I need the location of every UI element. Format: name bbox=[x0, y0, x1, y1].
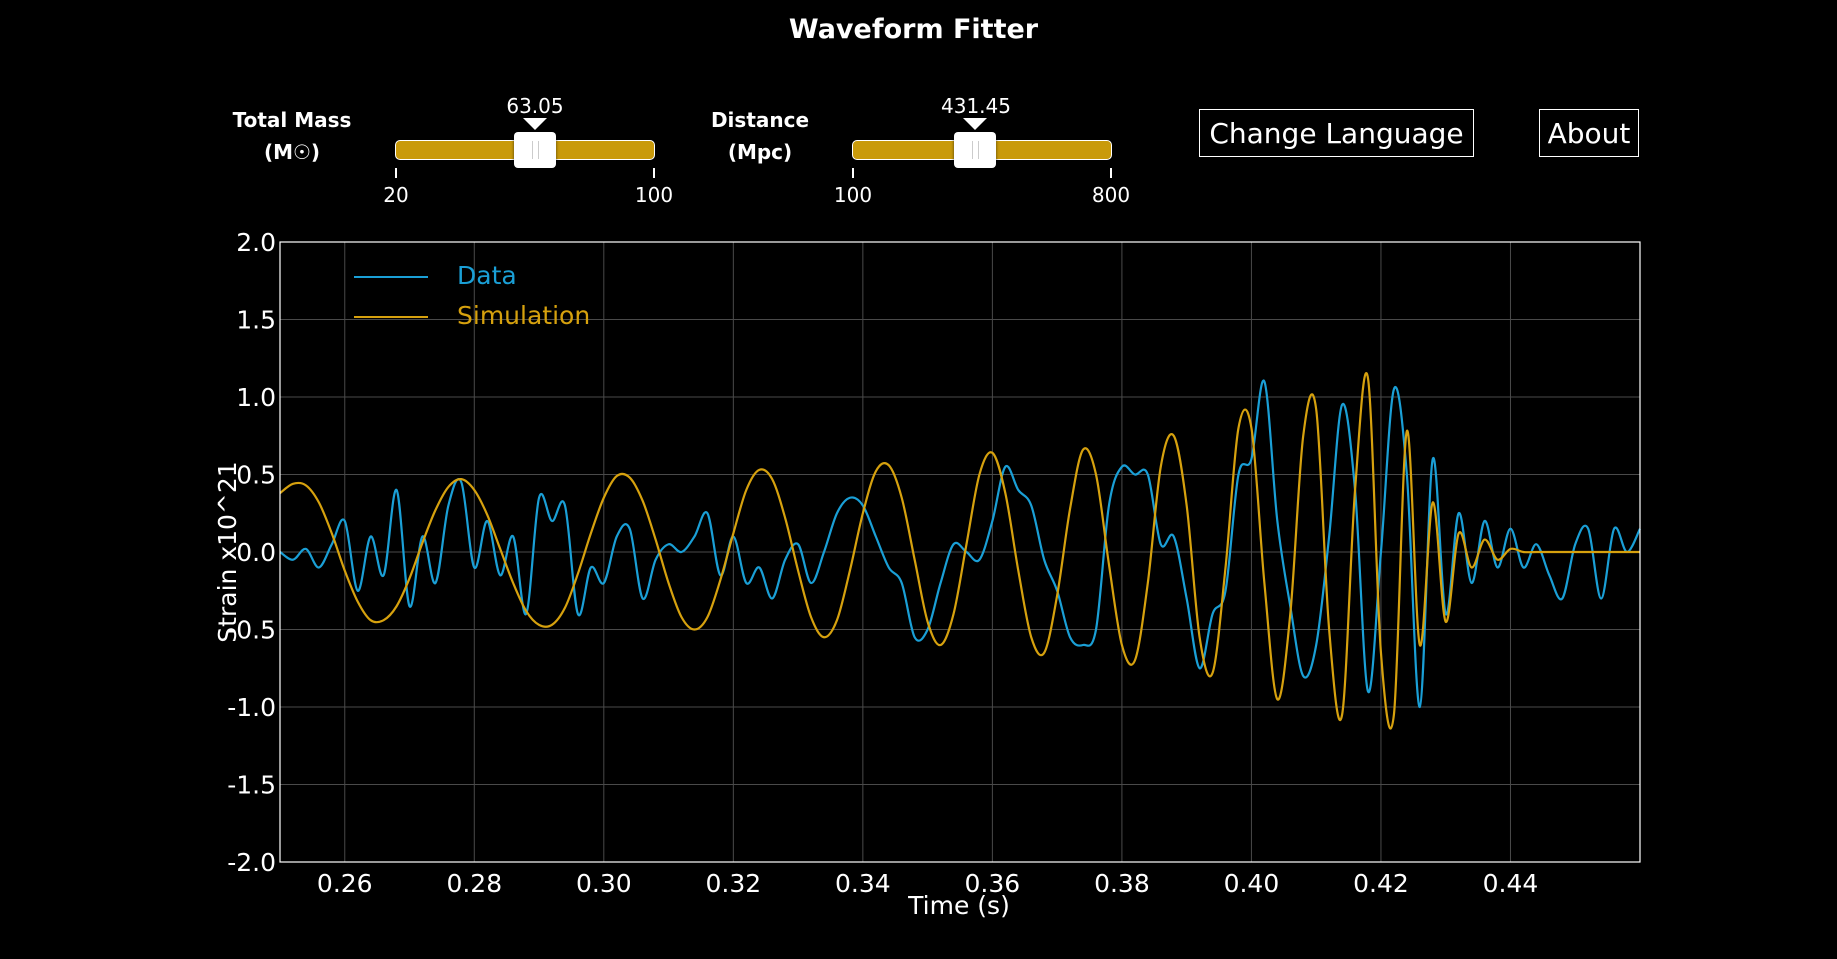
y-tick-label: 1.0 bbox=[236, 383, 276, 412]
y-tick-label: 1.5 bbox=[236, 306, 276, 335]
change-language-button[interactable]: Change Language bbox=[1199, 109, 1474, 157]
distance-slider-handle[interactable] bbox=[954, 132, 996, 168]
simulation-series-line bbox=[279, 372, 1640, 730]
plot-frame bbox=[279, 241, 1641, 863]
distance-value-tooltip: 431.45 bbox=[941, 94, 1011, 118]
distance-label-text: Distance bbox=[710, 108, 810, 132]
mass-tooltip-pointer-icon bbox=[523, 118, 547, 130]
x-tick-label: 0.44 bbox=[1483, 869, 1539, 898]
x-tick-label: 0.30 bbox=[576, 869, 632, 898]
app-title: Waveform Fitter bbox=[788, 14, 1039, 45]
chart-ticks: 0.26 0.28 0.30 0.32 0.34 0.36 0.38 0.40 0.42 0.44… bbox=[227, 228, 1538, 898]
chart-series bbox=[279, 372, 1641, 730]
distance-min-label: 100 bbox=[833, 183, 873, 207]
x-tick-label: 0.36 bbox=[965, 869, 1021, 898]
y-axis-label: Strain x10^21 bbox=[213, 461, 242, 642]
y-tick-label: -1.5 bbox=[227, 771, 276, 800]
mass-min-label: 20 bbox=[383, 183, 409, 207]
distance-label-unit: (Mpc) bbox=[727, 140, 793, 164]
distance-max-label: 800 bbox=[1091, 183, 1131, 207]
x-tick-label: 0.42 bbox=[1353, 869, 1409, 898]
mass-label-text: Total Mass bbox=[232, 108, 352, 132]
distance-min-tick bbox=[852, 168, 854, 178]
x-axis-label: Time (s) bbox=[907, 891, 1010, 920]
x-tick-label: 0.28 bbox=[446, 869, 502, 898]
data-series-line bbox=[279, 379, 1641, 709]
x-tick-label: 0.26 bbox=[317, 869, 373, 898]
x-tick-label: 0.34 bbox=[835, 869, 891, 898]
distance-label: Distance (Mpc) bbox=[690, 104, 830, 168]
mass-label-unit: (M☉) bbox=[263, 140, 321, 164]
y-tick-label: 2.0 bbox=[236, 228, 276, 257]
y-tick-label: -2.0 bbox=[227, 848, 276, 877]
legend-data-label: Data bbox=[457, 261, 517, 290]
mass-max-tick bbox=[653, 168, 655, 178]
y-tick-label: 0.0 bbox=[236, 538, 276, 567]
chart-legend: Data Simulation bbox=[354, 261, 590, 330]
y-tick-label: -0.5 bbox=[227, 616, 276, 645]
y-tick-label: -1.0 bbox=[227, 693, 276, 722]
mass-max-label: 100 bbox=[634, 183, 674, 207]
mass-value-tooltip: 63.05 bbox=[506, 94, 564, 118]
mass-label: Total Mass (M☉) bbox=[222, 104, 362, 168]
chart-grid bbox=[280, 241, 1640, 863]
mass-min-tick bbox=[395, 168, 397, 178]
y-tick-label: 0.5 bbox=[236, 461, 276, 490]
distance-max-tick bbox=[1110, 168, 1112, 178]
x-tick-label: 0.40 bbox=[1224, 869, 1280, 898]
distance-tooltip-pointer-icon bbox=[963, 118, 987, 130]
about-button[interactable]: About bbox=[1539, 109, 1639, 157]
legend-simulation-label: Simulation bbox=[457, 301, 590, 330]
x-tick-label: 0.38 bbox=[1094, 869, 1150, 898]
mass-slider-handle[interactable] bbox=[514, 132, 556, 168]
x-tick-label: 0.32 bbox=[705, 869, 761, 898]
